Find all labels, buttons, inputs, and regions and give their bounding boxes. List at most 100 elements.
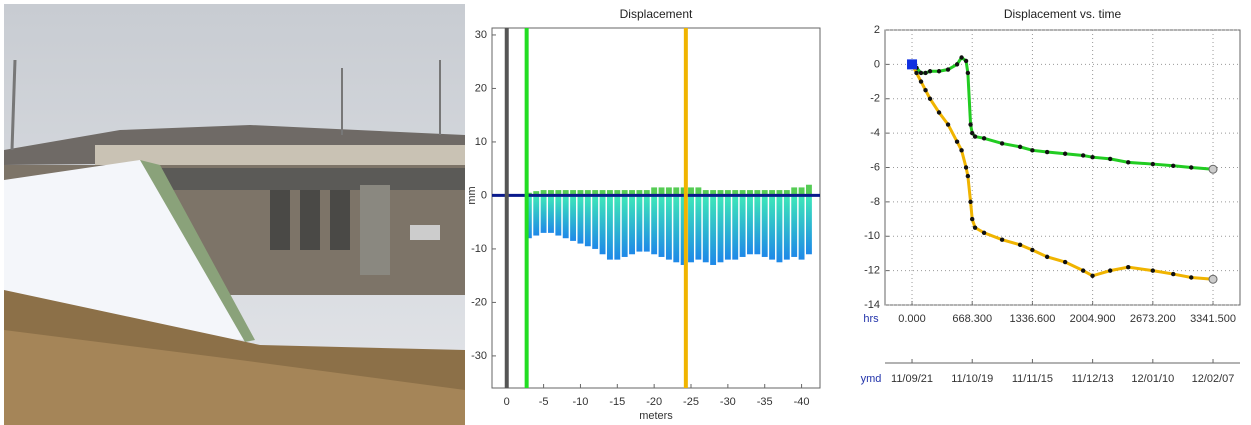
x-tick-label: -20 [646,396,662,408]
bar [599,190,606,196]
point [963,165,969,170]
bar [702,195,709,263]
bar [636,195,643,252]
bar [783,190,790,196]
bar [592,195,599,249]
bar [783,195,790,260]
bar [754,195,761,255]
bar [805,195,812,255]
x2-tick-label: 12/02/07 [1192,373,1235,385]
x-tick-label: 1336.600 [1009,313,1055,325]
bar [761,195,768,257]
bar [805,184,812,196]
x2-tick-label: 11/11/15 [1012,373,1053,385]
bar [629,190,635,196]
bar [621,190,628,196]
bar [577,190,584,196]
bar [747,190,753,196]
x-tick-label: -5 [539,396,549,408]
series-line [911,55,1214,171]
point [1090,154,1095,160]
y-tick-label: -8 [870,196,880,208]
x-tick-label: -35 [757,396,773,408]
x-tick-label: -25 [683,396,699,408]
bar [710,195,717,265]
bar [570,195,577,241]
bar [548,190,554,196]
point [981,230,987,236]
bar [570,190,577,196]
bar [702,190,709,196]
point [1171,163,1176,168]
bar [592,190,599,196]
bar [665,187,672,196]
bar [606,195,613,260]
bar [643,195,650,252]
end-point [1208,274,1218,284]
point [1080,153,1086,158]
bar [798,187,805,196]
point [972,134,978,139]
point [959,55,964,60]
start-point [907,59,918,70]
bar [658,187,665,196]
bar [540,190,547,196]
bar [680,187,687,196]
point [1126,160,1131,165]
point [968,122,973,127]
point [1107,268,1113,273]
point [923,70,928,76]
bar [621,195,628,257]
point [969,130,975,136]
bar [555,195,562,236]
bar [798,195,805,260]
x2-tick-label: 11/09/21 [891,373,933,385]
bar [651,195,658,255]
bar [769,195,776,260]
bar [769,190,776,196]
x-tick-label: 0.000 [898,313,926,325]
point [981,136,987,141]
x-tick-label: -15 [609,396,625,408]
bar [614,190,621,196]
point [936,110,942,115]
bar [584,195,591,247]
point [918,70,924,76]
point [959,148,964,153]
bar [577,195,584,244]
bar [724,195,731,260]
point [945,67,951,72]
chart-title: Displacement vs. time [1004,7,1122,21]
bar [606,190,613,196]
bar [533,195,540,236]
bar [791,187,798,196]
point [972,225,978,230]
y-tick-label: 30 [475,29,487,41]
y-tick-label: -12 [864,265,880,277]
point [927,69,933,74]
series-line [910,63,1214,281]
bar [548,195,554,233]
y-tick-label: 0 [481,189,487,201]
y-tick-label: 10 [475,136,487,148]
bar [562,195,569,239]
bar [739,195,746,257]
point [1126,264,1131,270]
y-tick-label: -2 [870,93,880,105]
x-axis-label: hrs [863,313,879,325]
point [936,69,942,74]
x-tick-label: 2004.900 [1070,313,1116,325]
x2-tick-label: 11/12/13 [1072,373,1114,385]
x2-axis-label: ymd [861,373,882,385]
point [945,122,951,127]
point [1189,275,1194,280]
point [1080,268,1086,273]
point [1107,156,1113,162]
y-tick-label: 20 [475,82,487,94]
bar [710,190,717,196]
x-tick-label: 668.300 [952,313,992,325]
point [954,139,960,144]
bar [673,187,680,196]
bar [562,190,569,196]
